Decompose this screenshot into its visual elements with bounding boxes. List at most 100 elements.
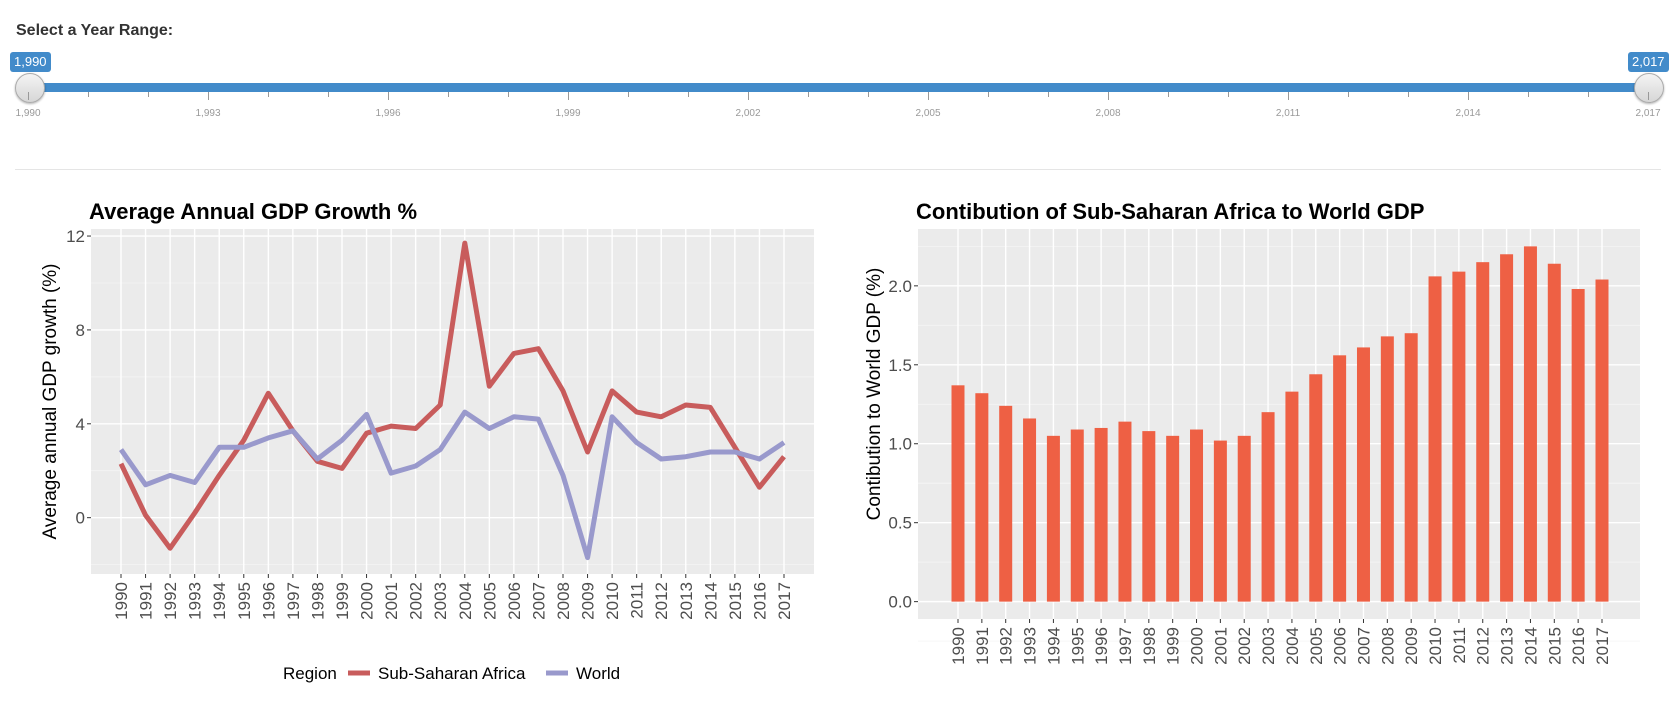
bar [1476,262,1490,602]
slider-tick [1048,92,1049,97]
slider-tick-label: 2,011 [1275,108,1301,119]
bar [1190,429,1204,602]
x-tick-label: 2010 [1426,627,1445,665]
slider-tick [208,92,209,100]
x-tick-label: 2014 [701,582,720,620]
y-tick-label: 1.0 [888,435,912,454]
x-tick-label: 2005 [480,582,499,620]
bar [951,385,965,602]
slider-tick [748,92,749,100]
x-tick-label: 2004 [1283,627,1302,665]
bar [1452,271,1466,602]
slider-tick [868,92,869,97]
x-tick-label: 1997 [1116,627,1135,665]
x-tick-label: 2008 [554,582,573,620]
chart-title: Average Annual GDP Growth % [89,199,417,224]
x-tick-label: 1995 [235,582,254,620]
bar [1118,421,1132,602]
y-axis-label: Contibution to World GDP (%) [864,268,885,521]
x-tick-label: 2000 [358,582,377,620]
slider-tick [28,92,29,100]
bar [1261,412,1275,602]
x-tick-label: 1999 [333,582,352,620]
year-range-slider[interactable]: Select a Year Range: 1,990 2,017 1,990 1,… [0,0,1676,150]
x-tick-label: 2005 [1307,627,1326,665]
slider-to-handle[interactable] [1634,73,1664,103]
chart-title: Contibution of Sub-Saharan Africa to Wor… [916,199,1424,224]
bar [1404,333,1418,602]
y-axis-label: Average annual GDP growth (%) [40,263,61,539]
slider-tick [928,92,929,100]
x-tick-label: 2008 [1378,627,1397,665]
slider-tick [1228,92,1229,97]
range-label: Select a Year Range: [16,22,174,39]
slider-ticks: 1,990 1,993 1,996 1,999 2,002 2,005 2,008 2,011… [0,92,1676,122]
bar [1237,435,1251,602]
y-tick-label: 4 [76,415,85,434]
x-tick-label: 2006 [1331,627,1350,665]
x-tick-label: 2003 [431,582,450,620]
slider-tick [688,92,689,97]
bar [1595,279,1609,602]
slider-track[interactable] [28,83,1648,92]
x-tick-label: 2002 [1235,627,1254,665]
slider-tick [1528,92,1529,97]
slider-tick [1288,92,1289,100]
x-tick-label: 2011 [628,582,647,619]
bar [1356,347,1370,602]
y-tick-label: 12 [66,227,85,246]
slider-tick [988,92,989,97]
legend-title: Region [283,664,337,683]
x-tick-label: 1996 [259,582,278,620]
x-tick-label: 2010 [603,582,622,620]
y-tick-label: 0.0 [888,593,912,612]
bar [1213,440,1227,602]
slider-tick [508,92,509,97]
slider-tick-label: 2,002 [735,108,761,119]
x-tick-label: 2016 [1569,627,1588,665]
slider-tick [328,92,329,97]
slider-tick [1648,92,1649,100]
gdp-growth-line-chart: 0 4 8 12 1990 1991 1992 1993 1994 1995 1996 1997 199… [40,199,814,683]
x-tick-label: 2013 [1498,627,1517,665]
slider-tick [568,92,569,100]
slider-tick [628,92,629,97]
x-tick-label: 2015 [1545,627,1564,665]
x-tick-label: 2003 [1259,627,1278,665]
slider-tick-label: 2,008 [1095,108,1121,119]
x-tick-label: 1990 [112,582,131,620]
y-tick-label: 1.5 [888,356,912,375]
x-tick-label: 2001 [382,582,401,620]
slider-tick-label: 2,005 [915,108,941,119]
slider-tick [1168,92,1169,97]
slider-tick-label: 1,996 [375,108,401,119]
x-tick-label: 2012 [652,582,671,620]
bar [1333,355,1347,602]
x-tick-label: 1994 [210,582,229,620]
x-tick-label: 2013 [677,582,696,620]
x-tick-label: 2009 [1402,627,1421,665]
bar [1428,276,1442,602]
bar [1309,374,1323,602]
x-tick-label: 1990 [949,627,968,665]
slider-tick [148,92,149,97]
x-tick-label: 1995 [1068,627,1087,665]
x-tick-label: 2007 [529,582,548,620]
bar [1166,435,1180,602]
x-tick-label: 2011 [1450,627,1469,664]
slider-tick-label: 1,990 [15,108,41,119]
slider-tick [268,92,269,97]
x-tick-label: 2002 [407,582,426,620]
slider-from-value: 1,990 [10,52,51,72]
x-tick-label: 2016 [750,582,769,620]
slider-tick-label: 2,014 [1455,108,1481,119]
bar [1094,427,1108,602]
series-line [118,409,786,561]
bar [975,393,989,602]
slider-tick [1108,92,1109,100]
x-tick-label: 1993 [186,582,205,620]
slider-from-handle[interactable] [15,73,45,103]
bar [1380,336,1394,602]
x-tick-label: 2012 [1474,627,1493,665]
